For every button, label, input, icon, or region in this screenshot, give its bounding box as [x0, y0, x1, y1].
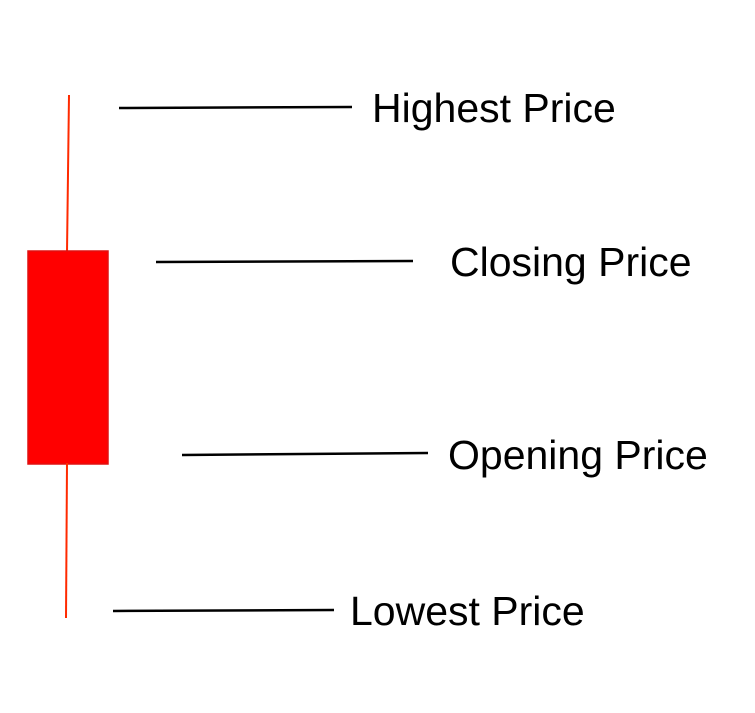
- closing-price-label: Closing Price: [450, 239, 692, 285]
- opening-price-label: Opening Price: [448, 432, 708, 478]
- upper-wick: [66, 94, 70, 253]
- highest-price-label: Highest Price: [372, 85, 616, 131]
- lowest-price-annotation: Lowest Price: [112, 588, 585, 634]
- highest-price-annotation: Highest Price: [118, 85, 616, 131]
- lower-wick: [65, 462, 68, 619]
- closing-price-annotation: Closing Price: [155, 239, 692, 285]
- opening-price-leader-line: [181, 451, 429, 457]
- candlestick: [27, 94, 109, 619]
- lowest-price-label: Lowest Price: [350, 588, 585, 634]
- lowest-price-leader-line: [112, 608, 335, 613]
- candle-body: [27, 250, 109, 465]
- closing-price-leader-line: [155, 259, 414, 264]
- opening-price-annotation: Opening Price: [181, 432, 708, 478]
- highest-price-leader-line: [118, 105, 353, 110]
